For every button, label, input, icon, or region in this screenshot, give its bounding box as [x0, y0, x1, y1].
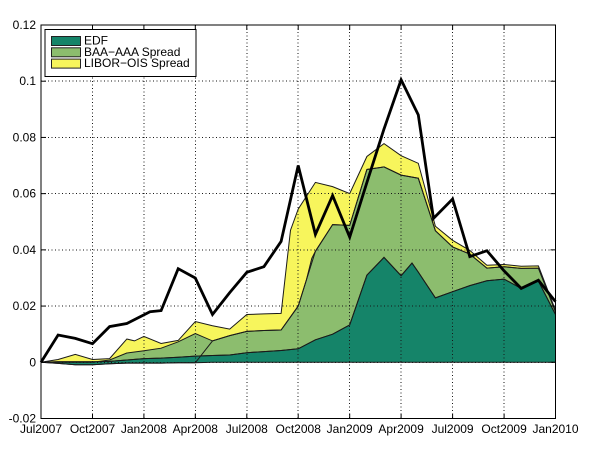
svg-text:Oct2008: Oct2008 [276, 422, 322, 436]
svg-text:Oct2009: Oct2009 [481, 422, 527, 436]
svg-text:0.06: 0.06 [13, 187, 37, 201]
svg-text:0.08: 0.08 [13, 130, 37, 144]
svg-text:Jan2009: Jan2009 [327, 422, 373, 436]
svg-text:0.1: 0.1 [19, 74, 36, 88]
svg-text:0: 0 [29, 355, 36, 369]
svg-text:LIBOR−OIS Spread: LIBOR−OIS Spread [84, 56, 190, 70]
svg-text:BAA−AAA Spread: BAA−AAA Spread [84, 45, 180, 59]
svg-text:Jul2008: Jul2008 [226, 422, 268, 436]
svg-text:Apr2008: Apr2008 [173, 422, 219, 436]
svg-text:Oct2007: Oct2007 [70, 422, 116, 436]
svg-text:Jan2010: Jan2010 [532, 422, 578, 436]
svg-text:Jan2008: Jan2008 [121, 422, 167, 436]
svg-text:0.04: 0.04 [13, 243, 37, 257]
svg-text:-0.02: -0.02 [9, 412, 37, 426]
svg-text:Jul2007: Jul2007 [20, 422, 62, 436]
svg-text:Jul2009: Jul2009 [432, 422, 474, 436]
svg-text:Apr2009: Apr2009 [378, 422, 424, 436]
svg-text:0.02: 0.02 [13, 299, 37, 313]
svg-text:0.12: 0.12 [13, 18, 37, 32]
svg-text:EDF: EDF [84, 34, 108, 48]
